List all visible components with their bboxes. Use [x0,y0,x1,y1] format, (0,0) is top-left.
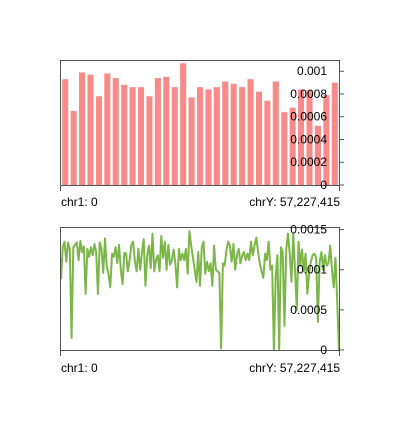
plot-frame [60,60,340,186]
x-end-label: chrY: 57,227,415 [249,361,340,375]
bar [121,84,128,185]
y-axis-ticks: 0 0.0005 0.001 0.0015 [290,223,344,357]
bar [62,79,69,185]
bar [146,96,153,185]
bar [112,78,119,185]
y-tick-label: 0.001 [297,263,327,277]
bar [79,72,86,185]
coverage-line [60,230,340,351]
x-start-label: chr1: 0 [61,195,98,209]
x-start-label: chr1: 0 [61,361,98,375]
bar [247,79,254,185]
y-tick-label: 0.0015 [290,223,327,237]
y-tick-label: 0.0002 [290,155,327,169]
bar [314,125,321,185]
bar [323,95,330,185]
bar [239,87,246,185]
bar [104,73,111,185]
x-end-label: chrY: 57,227,415 [249,195,340,209]
y-tick-label: 0.0006 [290,110,327,124]
bar [222,81,229,185]
bar [213,87,220,185]
bar [138,87,145,185]
bar-chart-panel: 0 0.0002 0.0004 0.0006 0.0008 0.001 chr1: 0 c… [60,60,344,209]
bar [264,100,271,185]
bar [163,76,170,185]
y-tick-label: 0.0005 [290,303,327,317]
bar [289,107,296,185]
bar [331,82,338,185]
bar [298,89,305,185]
bar [281,112,288,185]
bar [205,89,212,185]
line-chart-panel: 0 0.0005 0.001 0.0015 chr1: 0 chrY: 57,227,… [60,223,344,375]
plot-frame [60,227,340,351]
bar [180,63,187,185]
bar [188,97,195,185]
bar [70,111,77,185]
bar [306,90,313,185]
y-tick-label: 0.0008 [290,87,327,101]
bar [95,96,102,185]
y-tick-label: 0 [320,343,327,357]
y-tick-label: 0.0004 [290,132,327,146]
bar [230,83,237,185]
bar [129,87,136,185]
bar [255,91,263,185]
bar [154,78,161,185]
bar [87,74,94,185]
bar [171,87,178,185]
y-tick-label: 0 [320,178,327,192]
bar [196,87,204,185]
y-tick-label: 0.001 [297,64,327,78]
bars [62,63,338,185]
bar [272,81,279,185]
